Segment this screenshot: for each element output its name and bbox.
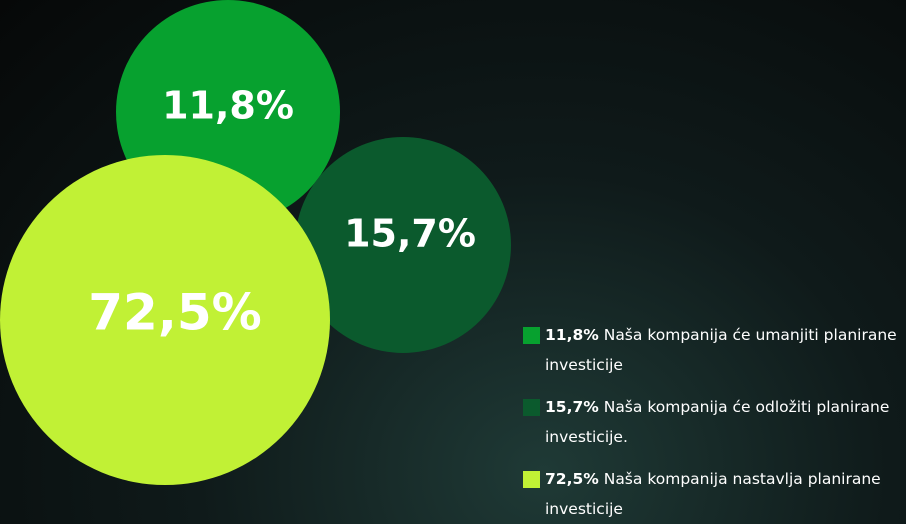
legend-swatch [523,399,540,416]
legend-text: Naša kompanija nastavlja planirane inves… [545,470,881,518]
bubble-label: 72,5% [88,284,261,342]
legend-item: 15,7% Naša kompanija će odložiti planira… [523,392,906,452]
legend-value: 11,8% [545,326,599,344]
bubble-label: 11,8% [162,84,294,128]
legend-swatch [523,327,540,344]
legend-text: Naša kompanija će odložiti planirane inv… [545,398,890,446]
bubble [0,155,330,485]
legend: 11,8% Naša kompanija će umanjiti planira… [523,320,906,524]
legend-swatch [523,471,540,488]
bubble [295,137,511,353]
legend-item: 11,8% Naša kompanija će umanjiti planira… [523,320,906,380]
bubble-label: 15,7% [344,212,476,256]
legend-text: Naša kompanija će umanjiti planirane inv… [545,326,897,374]
legend-item: 72,5% Naša kompanija nastavlja planirane… [523,464,906,524]
legend-value: 15,7% [545,398,599,416]
legend-value: 72,5% [545,470,599,488]
